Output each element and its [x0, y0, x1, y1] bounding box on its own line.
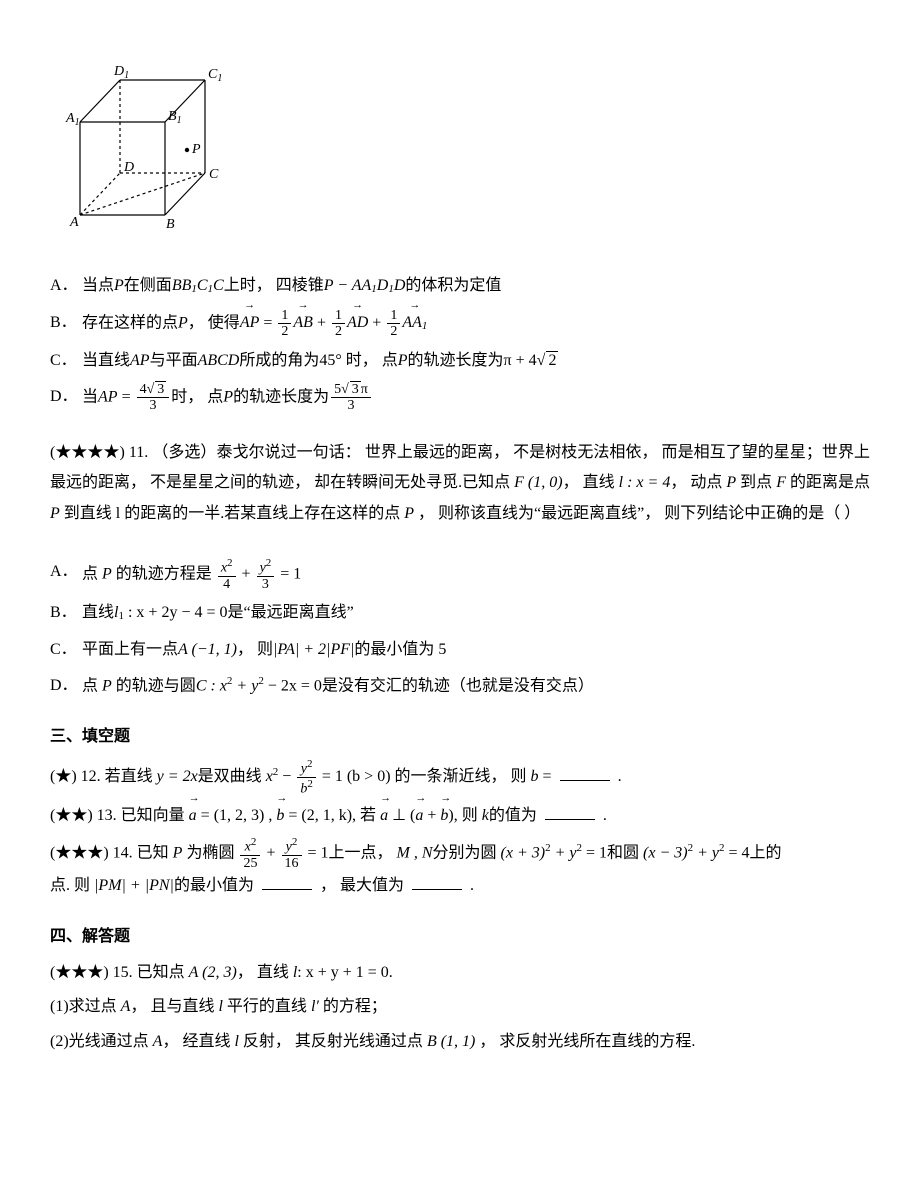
q11-option-d: D． 点 P 的轨迹与圆C : x2 + y2 − 2x = 0是没有交汇的轨迹…: [50, 671, 870, 702]
option-label: A．: [50, 557, 82, 592]
svg-text:P: P: [191, 142, 201, 157]
q14: (★★★) 14. 已知 P 为椭圆 x225 + y216 = 1上一点， M…: [50, 836, 870, 902]
section-4-title: 四、解答题: [50, 922, 870, 952]
svg-text:A1: A1: [65, 111, 80, 128]
option-label: C．: [50, 635, 82, 665]
q10-option-a: A． 当点P在侧面BB1C1C上时， 四棱锥P − AA1D1D的体积为定值: [50, 271, 870, 301]
blank-input[interactable]: [262, 873, 312, 890]
option-text: 存在这样的点P， 使得AP = 12AB + 12AD + 12AA1: [82, 308, 427, 340]
option-label: C．: [50, 346, 82, 376]
blank-input[interactable]: [560, 764, 610, 781]
option-label: D．: [50, 671, 82, 702]
q10-option-d: D． 当AP = 4√33时， 点P的轨迹长度为5√3π3: [50, 382, 870, 414]
q11-stem: (★★★★) 11. （多选）泰戈尔说过一句话： 世界上最远的距离， 不是树枝无…: [50, 438, 870, 529]
svg-text:B: B: [166, 217, 175, 230]
option-label: B．: [50, 598, 82, 628]
svg-text:D: D: [123, 160, 134, 175]
q12: (★) 12. 若直线 y = 2x是双曲线 x2 − y2b2 = 1 (b …: [50, 758, 870, 797]
q13: (★★) 13. 已知向量 a = (1, 2, 3) , b = (2, 1,…: [50, 801, 870, 831]
option-text: 平面上有一点A (−1, 1)， 则|PA| + 2|PF|的最小值为 5: [82, 635, 446, 665]
cube-figure: D1 C1 A1 B1 D C A B P: [60, 60, 870, 241]
q11-option-b: B． 直线l1 : x + 2y − 4 = 0是“最远距离直线”: [50, 598, 870, 628]
q15-stem: (★★★) 15. 已知点 A (2, 3)， 直线 l: x + y + 1 …: [50, 958, 870, 988]
svg-text:A: A: [69, 215, 79, 230]
q10-option-c: C． 当直线AP与平面ABCD所成的角为45° 时， 点P的轨迹长度为π + 4…: [50, 346, 870, 376]
option-text: 当直线AP与平面ABCD所成的角为45° 时， 点P的轨迹长度为π + 4√2: [82, 346, 558, 376]
blank-input[interactable]: [412, 873, 462, 890]
option-label: D．: [50, 382, 82, 414]
option-text: 当点P在侧面BB1C1C上时， 四棱锥P − AA1D1D的体积为定值: [82, 271, 501, 301]
option-label: A．: [50, 271, 82, 301]
option-text: 当AP = 4√33时， 点P的轨迹长度为5√3π3: [82, 382, 373, 414]
section-3-title: 三、填空题: [50, 722, 870, 752]
option-label: B．: [50, 308, 82, 340]
option-text: 点 P 的轨迹方程是 x24 + y23 = 1: [82, 557, 301, 592]
q15-part2: (2)光线通过点 A， 经直线 l 反射， 其反射光线通过点 B (1, 1) …: [50, 1027, 870, 1057]
svg-text:B1: B1: [168, 109, 182, 126]
option-text: 直线l1 : x + 2y − 4 = 0是“最远距离直线”: [82, 598, 354, 628]
svg-text:C: C: [209, 167, 219, 182]
svg-text:D1: D1: [113, 64, 129, 81]
q11-option-c: C． 平面上有一点A (−1, 1)， 则|PA| + 2|PF|的最小值为 5: [50, 635, 870, 665]
blank-input[interactable]: [545, 803, 595, 820]
svg-text:C1: C1: [208, 67, 222, 84]
q15-part1: (1)求过点 A， 且与直线 l 平行的直线 l′ 的方程；: [50, 992, 870, 1022]
option-text: 点 P 的轨迹与圆C : x2 + y2 − 2x = 0是没有交汇的轨迹（也就…: [82, 671, 594, 702]
q10-option-b: B． 存在这样的点P， 使得AP = 12AB + 12AD + 12AA1: [50, 308, 870, 340]
q11-option-a: A． 点 P 的轨迹方程是 x24 + y23 = 1: [50, 557, 870, 592]
